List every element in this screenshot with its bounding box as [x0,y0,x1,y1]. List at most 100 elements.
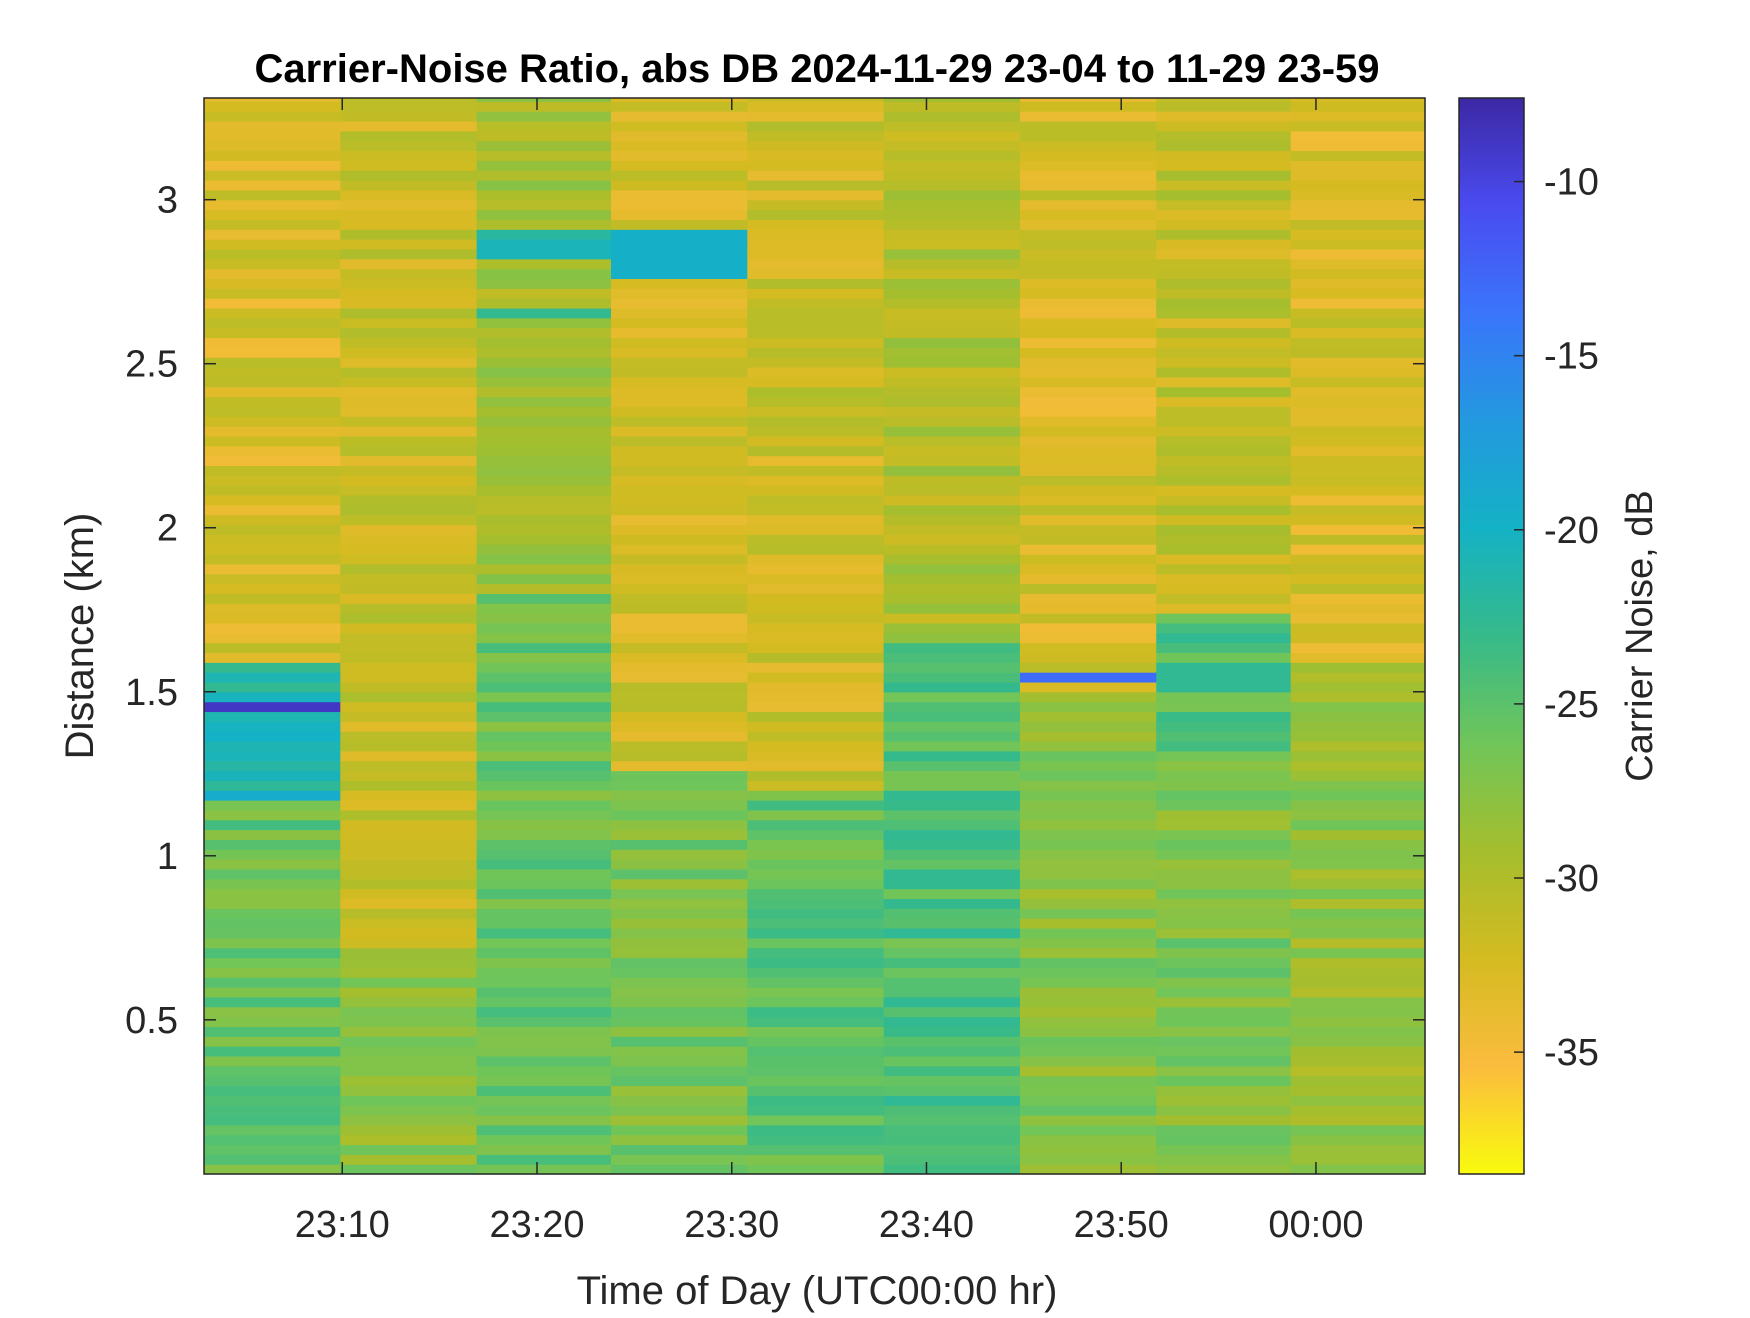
heatmap-cell [204,150,341,161]
heatmap-cell [340,258,478,270]
heatmap-cell [611,711,748,722]
heatmap-cell [747,996,885,1008]
heatmap-cell [476,435,612,447]
heatmap-cell [1019,672,1157,683]
heatmap-cell [476,819,612,831]
heatmap-cell [1290,750,1426,762]
heatmap-cell [611,770,748,781]
heatmap-cell [611,337,748,348]
heatmap-cell [1290,396,1426,407]
heatmap-cell [204,435,341,447]
heatmap-cell [883,760,1021,772]
heatmap-cell [883,642,1021,653]
heatmap-cell [476,426,612,437]
heatmap-cell [611,868,748,880]
heatmap-cell [883,1036,1021,1047]
heatmap-cell [1290,977,1426,988]
heatmap-cell [1156,130,1292,142]
heatmap-cell [476,977,612,988]
heatmap-cell [340,553,478,565]
heatmap-cell [1156,691,1292,703]
heatmap-cell [204,662,341,673]
heatmap-cell [611,672,748,683]
heatmap-cell [1156,800,1292,811]
heatmap-cell [611,1006,748,1018]
heatmap-cell [611,888,748,900]
heatmap-cell [340,800,478,811]
heatmap-cell [204,1006,341,1018]
heatmap-cell [883,376,1021,388]
heatmap-cell [340,1026,478,1037]
colorbar-tick-label: -20 [1544,510,1599,552]
heatmap-cell [1019,918,1157,929]
heatmap-cell [883,1075,1021,1087]
heatmap-cell [1019,878,1157,890]
heatmap-cell [1156,1134,1292,1146]
heatmap-cell [340,98,478,102]
heatmap-cell [476,632,612,644]
heatmap-cell [204,347,341,358]
heatmap-cell [1156,199,1292,211]
heatmap-cell [340,819,478,831]
heatmap-cell [1019,1006,1157,1018]
heatmap-cell [1156,494,1292,506]
heatmap-cell [1019,170,1157,181]
heatmap-cell [747,1016,885,1027]
heatmap-cell [1290,780,1426,791]
heatmap-cell [204,809,341,821]
heatmap-cell [1290,416,1426,427]
heatmap-cell [204,1114,341,1126]
heatmap-cell [1019,770,1157,781]
heatmap-cell [747,829,885,840]
heatmap-cell [204,229,341,240]
heatmap-cell [611,780,748,791]
heatmap-cell [340,396,478,407]
heatmap-cell [1156,603,1292,614]
heatmap-cell [476,278,612,289]
heatmap-cell [1156,593,1292,604]
heatmap-cell [1156,298,1292,309]
heatmap-cell [1019,1095,1157,1106]
heatmap-cell [611,1164,748,1175]
heatmap-cell [883,701,1021,713]
heatmap-cell [1290,367,1426,378]
heatmap-cell [476,288,612,299]
heatmap-cell [1290,553,1426,565]
heatmap-cell [204,504,341,516]
heatmap-cell [340,120,478,132]
heatmap-cell [204,603,341,614]
heatmap-cell [204,1046,341,1057]
heatmap-cell [1019,1085,1157,1096]
heatmap-cell [476,111,612,122]
heatmap-cell [1290,1124,1426,1136]
heatmap-cell [340,662,478,673]
heatmap-cell [1156,770,1292,781]
heatmap-cell [747,98,885,102]
heatmap-cell [747,101,885,112]
heatmap-cell [204,632,341,644]
heatmap-cell [747,229,885,240]
heatmap-cell [883,1065,1021,1077]
heatmap-cell [611,248,748,260]
heatmap-cell [204,1055,341,1067]
heatmap-cell [1290,278,1426,289]
heatmap-cell [204,1154,341,1165]
heatmap-cell [747,622,885,634]
heatmap-cell [1290,140,1426,152]
heatmap-cell [476,573,612,585]
heatmap-cell [204,652,341,663]
heatmap-cell [883,120,1021,132]
heatmap-cell [1290,534,1426,545]
heatmap-cell [747,494,885,506]
heatmap-cell [1156,1055,1292,1067]
heatmap-cell [476,898,612,909]
heatmap-cell [1019,927,1157,939]
heatmap-cell [1019,888,1157,900]
heatmap-cell [747,298,885,309]
heatmap-cell [883,357,1021,368]
heatmap-cell [1156,1154,1292,1165]
heatmap-cell [883,367,1021,378]
heatmap-cell [1156,435,1292,447]
heatmap-cell [1290,652,1426,663]
heatmap-cell [476,662,612,673]
